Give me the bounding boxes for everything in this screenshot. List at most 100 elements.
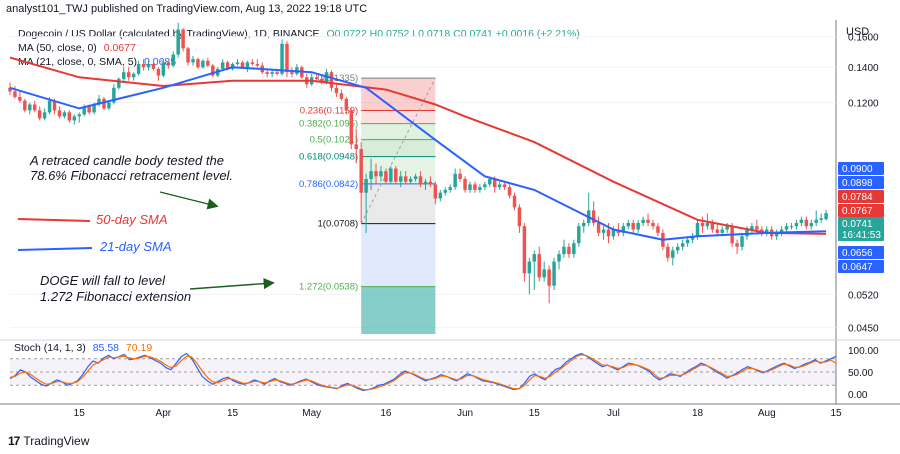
price-tick-label: 0.0520 — [848, 290, 879, 301]
candle-body — [384, 171, 388, 182]
candle-body — [122, 72, 126, 79]
candle-body — [156, 68, 161, 76]
time-tick-label: 15 — [830, 408, 842, 419]
candle-body — [62, 112, 67, 117]
ma50-label: MA (50, close, 0) — [18, 42, 97, 54]
candle-body — [265, 72, 269, 74]
candle — [468, 181, 472, 193]
candle-body — [725, 226, 729, 230]
stoch-tick-label: 0.00 — [848, 390, 868, 401]
candle-body — [141, 63, 146, 68]
candle-body — [97, 98, 101, 105]
candle — [626, 219, 630, 230]
candle — [458, 168, 462, 182]
candle-body — [240, 62, 245, 68]
time-tick-label: Apr — [156, 408, 172, 419]
candle-body — [695, 222, 700, 237]
candle — [344, 96, 349, 115]
price-tag — [838, 260, 884, 273]
price-tag — [838, 217, 884, 241]
candle — [57, 106, 62, 119]
candle-body — [517, 207, 522, 227]
candle-body — [438, 192, 443, 199]
fib-level-label: 1.272(0.0538) — [299, 282, 358, 293]
candle-body — [582, 222, 586, 227]
candle-body — [458, 173, 462, 179]
sma21-annotation: 21-day SMA — [99, 239, 172, 254]
price-tag — [838, 204, 884, 217]
candle — [814, 210, 818, 227]
candle — [176, 22, 180, 58]
candle-body — [112, 87, 116, 103]
candle-body — [47, 100, 52, 113]
candle-body — [161, 62, 166, 76]
candle-body — [87, 106, 91, 113]
candle — [290, 67, 294, 78]
candle-body — [349, 110, 354, 145]
candle-body — [191, 59, 195, 63]
candle-body — [824, 213, 828, 220]
candle — [453, 168, 457, 190]
candle — [567, 243, 571, 258]
candle-body — [314, 77, 319, 79]
candle — [196, 57, 200, 69]
candle-body — [196, 59, 200, 68]
candle — [151, 62, 156, 71]
candle — [28, 102, 32, 115]
candle — [552, 257, 556, 291]
candle — [334, 84, 339, 97]
candle — [641, 216, 645, 227]
candle-body — [379, 171, 383, 177]
time-tick-label: 15 — [227, 408, 239, 419]
candle-body — [359, 149, 363, 193]
candle-body — [483, 184, 487, 188]
candle-body — [448, 187, 452, 190]
candle — [497, 181, 502, 190]
candle — [37, 106, 42, 121]
price-tag-label: 0.0741 — [842, 219, 873, 230]
candle-body — [755, 226, 759, 230]
fib-level-label: 0.236(0.1159) — [300, 106, 358, 117]
candle — [413, 173, 418, 182]
candle-body — [28, 104, 32, 111]
sma21-legend-swatch — [17, 247, 93, 251]
candle — [423, 179, 428, 190]
candle — [112, 84, 116, 105]
candle — [408, 176, 413, 185]
candle-body — [611, 229, 616, 237]
candle-body — [201, 60, 205, 68]
candle — [389, 166, 393, 185]
stoch-line — [9, 354, 837, 391]
candle-body — [77, 114, 81, 117]
candle-body — [280, 43, 284, 74]
candle-body — [428, 181, 433, 185]
candle-body — [656, 226, 660, 233]
candle — [690, 232, 695, 244]
candle — [23, 98, 27, 113]
candle — [379, 166, 383, 182]
candle — [675, 243, 680, 255]
candle-body — [285, 43, 289, 73]
stoch-tick-label: 50.00 — [848, 368, 873, 379]
candle-body — [478, 187, 482, 190]
candle — [117, 77, 121, 90]
candle — [557, 250, 561, 270]
price-tag-label: 0.0767 — [842, 206, 873, 217]
candle-body — [102, 98, 106, 109]
candle — [18, 91, 22, 103]
candle — [591, 201, 596, 227]
candle — [161, 59, 166, 78]
candle-body — [473, 184, 477, 190]
candle — [517, 204, 522, 233]
candle — [443, 187, 447, 196]
candle — [542, 261, 546, 282]
footer-brand: 17 TradingView — [8, 434, 89, 448]
candle-body — [799, 219, 804, 223]
candle — [740, 232, 744, 251]
candle — [72, 114, 77, 125]
candle-body — [497, 184, 502, 188]
candle — [577, 222, 581, 247]
candle — [122, 67, 126, 83]
candle-body — [255, 63, 260, 66]
